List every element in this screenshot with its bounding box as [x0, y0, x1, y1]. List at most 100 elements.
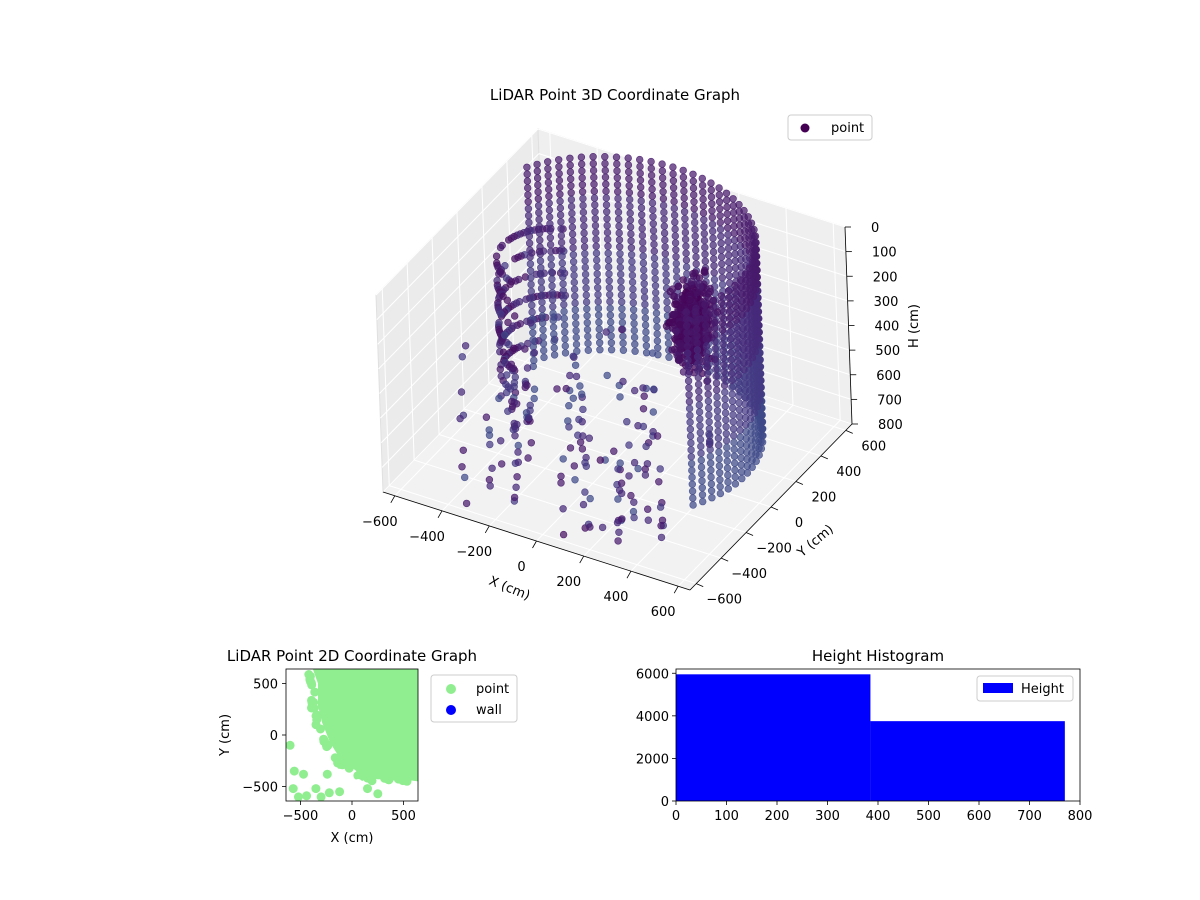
- plot3d-point: [653, 330, 661, 338]
- plot3d-point: [559, 530, 568, 539]
- plot3d-point: [706, 284, 714, 293]
- plot3d-point: [691, 225, 699, 234]
- plot3d-point: [731, 480, 740, 488]
- plot3d-point: [653, 344, 662, 352]
- plot3d-point: [713, 413, 722, 422]
- plot3d-point: [752, 245, 760, 253]
- plot3d-point: [590, 173, 598, 182]
- plot3d-point: [639, 245, 647, 254]
- plot3d-point: [567, 189, 575, 197]
- plot3d-point: [707, 480, 716, 488]
- plot3d-x-tick-label: −200: [456, 545, 492, 560]
- plot3d-point: [606, 304, 614, 313]
- plot3d-point: [557, 225, 565, 233]
- plot3d-point: [583, 305, 591, 313]
- plot2d-gap: [345, 785, 355, 795]
- plot3d-point: [726, 328, 734, 336]
- plot2d-point: [312, 710, 322, 720]
- plot3d-point: [603, 221, 611, 230]
- plot3d-point: [569, 244, 577, 252]
- plot3d-point: [650, 240, 658, 249]
- plot3d-point: [523, 184, 532, 192]
- plot3d-point: [672, 266, 681, 275]
- plot3d-point: [628, 264, 636, 273]
- plot3d-point: [615, 229, 623, 237]
- plot3d-point: [557, 238, 566, 247]
- plot3d-point: [523, 163, 531, 172]
- plot3d-point: [660, 208, 668, 217]
- plot3d-point: [685, 296, 694, 305]
- plot3d-point: [584, 339, 592, 348]
- plot3d-point: [708, 207, 716, 215]
- plot3d-point: [676, 321, 684, 329]
- plot3d-point: [549, 309, 557, 318]
- plot3d-point: [530, 385, 539, 393]
- plot3d-point: [580, 222, 588, 230]
- plot3d-point: [602, 194, 610, 202]
- plot3d-point: [593, 277, 602, 285]
- plot3d-point: [701, 314, 710, 323]
- plot3d-point: [569, 394, 577, 402]
- plot3d-point: [639, 259, 648, 267]
- plot3d-point: [577, 390, 586, 398]
- plot3d-point: [509, 322, 517, 330]
- plot3d-point: [707, 466, 715, 474]
- plot3d-point: [629, 306, 638, 314]
- plot2d-point: [310, 687, 320, 697]
- plot3d-point: [613, 181, 622, 189]
- plot3d-point: [525, 232, 534, 241]
- plot3d-point: [589, 159, 597, 168]
- plot3d-point: [549, 302, 557, 311]
- plot3d-point: [558, 245, 566, 254]
- plot3d-x-tick-label: 200: [556, 575, 581, 590]
- plot2d-y-tick-label: −500: [242, 781, 278, 796]
- plot3d-point: [716, 218, 724, 227]
- plot3d-point: [658, 160, 666, 168]
- plot3d-point: [581, 270, 590, 279]
- plot3d-point: [713, 393, 721, 401]
- plot3d-point: [576, 438, 585, 446]
- plot3d-point: [630, 333, 639, 342]
- plot3d-point: [602, 187, 610, 195]
- plot3d-point: [727, 369, 736, 378]
- plot3d-xlabel: X (cm): [487, 574, 532, 604]
- plot3d-point: [664, 332, 672, 341]
- plot3d-point: [510, 422, 519, 431]
- plot3d-point: [693, 339, 701, 347]
- plot3d-point: [682, 242, 690, 251]
- plot3d-point: [613, 187, 622, 196]
- plot3d-point: [717, 239, 725, 247]
- plot3d-point: [593, 284, 602, 292]
- plot3d-point: [695, 279, 703, 288]
- plot3d-point: [625, 441, 633, 449]
- plot3d-point: [556, 190, 564, 199]
- plot3d-point: [619, 332, 627, 341]
- plot3d-point: [546, 220, 554, 228]
- plot3d-y-tick-label: −200: [756, 542, 792, 557]
- plot3d-point: [726, 335, 734, 343]
- plot3d-point: [571, 306, 579, 314]
- plot3d-point: [638, 238, 647, 247]
- plot2d-point: [338, 760, 348, 770]
- plot3d-point: [709, 234, 717, 242]
- plot3d-point: [712, 372, 720, 380]
- plot3d-point: [682, 256, 691, 264]
- plot2d-point: [307, 680, 317, 690]
- histogram-x-tick-label: 200: [765, 809, 790, 824]
- plot3d-point: [702, 321, 710, 330]
- plot3d-point: [711, 358, 720, 367]
- plot3d-point: [507, 278, 516, 286]
- plot3d-point: [586, 523, 594, 531]
- plot3d-point: [537, 271, 545, 279]
- plot3d-point: [503, 371, 511, 379]
- plot3d-point: [669, 184, 678, 192]
- plot3d-gridline-h: [378, 202, 541, 370]
- plot3d-point: [605, 290, 614, 299]
- plot3d-h-tick-label: 0: [871, 221, 879, 236]
- plot3d-point: [544, 178, 553, 187]
- plot3d-gridline-h: [377, 177, 541, 345]
- plot3d-point: [539, 346, 548, 355]
- plot2d-point: [286, 740, 295, 750]
- plot3d-point: [648, 178, 656, 187]
- plot3d-point: [649, 213, 657, 221]
